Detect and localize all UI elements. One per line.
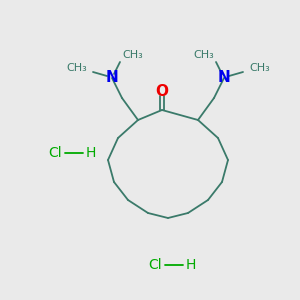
Text: O: O — [155, 83, 169, 98]
Text: N: N — [106, 70, 118, 86]
Text: H: H — [186, 258, 196, 272]
Text: CH₃: CH₃ — [193, 50, 214, 60]
Text: Cl: Cl — [148, 258, 162, 272]
Text: CH₃: CH₃ — [122, 50, 143, 60]
Text: N: N — [218, 70, 230, 86]
Text: H: H — [86, 146, 96, 160]
Text: CH₃: CH₃ — [249, 63, 270, 73]
Text: CH₃: CH₃ — [66, 63, 87, 73]
Text: Cl: Cl — [48, 146, 62, 160]
